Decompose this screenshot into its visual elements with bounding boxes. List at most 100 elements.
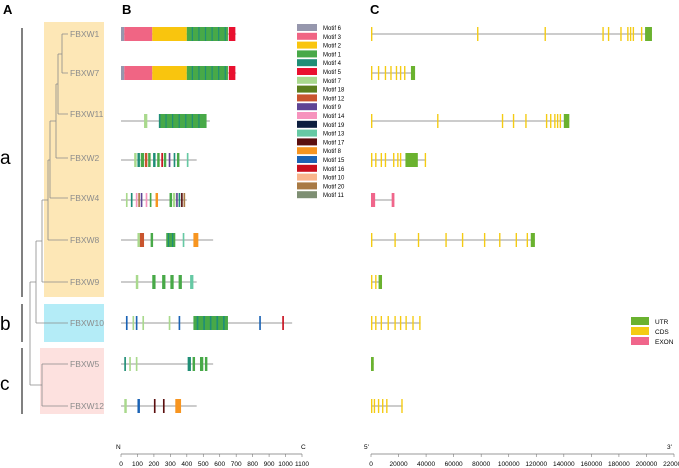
motif-block [124,357,126,371]
motif-block [198,114,200,128]
axis-tick-label: 40000 [417,461,435,468]
gene-feature [371,316,373,330]
gene-feature [404,66,406,80]
motif-block [204,357,208,371]
motif-block [168,153,171,167]
motif-block [138,193,140,207]
motif-block [137,153,140,167]
gene-feature [424,153,427,167]
motif-block [144,153,148,167]
gene-label: FBXW8 [70,235,100,245]
gene-feature [512,114,515,128]
gene-feature [375,316,377,330]
gene-feature [437,114,439,128]
motif-block [145,193,148,207]
gene-feature [563,114,570,128]
gene-label: FBXW12 [70,401,104,411]
gene-feature [559,114,562,128]
axis-tick-label: 700 [231,461,242,468]
gene-feature [607,27,610,41]
tree-branch [29,281,42,386]
motif-legend: Motif 6 Motif 3 Motif 2 Motif 1 Motif 4 Motif… [297,24,345,199]
structure-legend: UTR CDS EXON [631,317,674,346]
legend-label: Motif 15 [323,158,345,164]
legend-swatch [297,182,317,190]
legend-swatch [297,156,317,163]
legend-label: Motif 6 [323,26,342,32]
protein-motif-panel [121,27,293,413]
motif-block [172,114,174,128]
motif-block [161,153,163,167]
legend-label: CDS [655,329,669,336]
motif-block [182,233,185,247]
gene-label: FBXW7 [70,68,100,78]
gene-feature [640,27,643,41]
legend-label: Motif 19 [323,123,345,129]
gene-feature [380,153,383,167]
legend-label: Motif 17 [323,140,345,146]
gene-feature [645,27,652,41]
group-c-background [40,348,104,414]
motif-block [148,153,151,167]
motif-block [178,316,181,330]
motif-block [176,193,178,207]
legend-swatch [297,85,317,93]
gene-feature [620,27,622,41]
motif-block [282,316,284,330]
axis-tick-label: 120000 [525,461,547,468]
gene-feature [393,153,395,167]
motif-block [175,399,182,413]
motif-block [172,193,176,207]
motif-block [125,316,128,330]
motif-block [224,66,226,80]
motif-block [259,316,261,330]
legend-label: Motif 7 [323,79,342,85]
panel-label-c: C [370,2,380,17]
axis-start-label: 5' [364,444,369,451]
gene-feature [525,114,527,128]
gene-feature [394,316,396,330]
legend-label: Motif 11 [323,193,345,199]
motif-block [190,275,194,289]
gene-feature [412,316,414,330]
motif-block [196,316,199,330]
gene-feature [380,316,383,330]
gene-feature [371,66,373,80]
gene-feature [386,399,388,413]
motif-block [144,114,148,128]
legend-swatch [297,76,317,84]
gene-label: FBXW4 [70,193,100,203]
gene-feature [371,357,374,371]
axis-end-label: C [301,444,306,451]
axis-tick-label: 600 [214,461,225,468]
axis-tick-label: 100000 [498,461,520,468]
gene-feature [384,66,387,80]
motif-block [153,153,156,167]
axis-tick-label: 0 [369,461,373,468]
axis-tick-label: 140000 [553,461,575,468]
motif-block [181,193,183,207]
legend-swatch [297,120,317,128]
motif-block [178,275,182,289]
gene-feature [399,316,402,330]
legend-label: EXON [655,339,674,346]
gene-feature [371,275,373,289]
axis-tick-label: 1100 [295,461,309,468]
motif-block [186,27,228,41]
motif-block [218,66,220,80]
gene-feature [371,153,373,167]
gene-feature [627,27,629,41]
legend-swatch [631,337,649,345]
legend-swatch [297,112,317,119]
axis-tick-label: 60000 [445,461,463,468]
axis-tick-label: 300 [165,461,176,468]
tree-branch [61,33,68,74]
motif-block [137,399,140,413]
axis-start-label: N [116,444,121,451]
motif-block [142,316,145,330]
legend-label: Motif 4 [323,61,342,67]
legend-swatch [297,24,317,31]
motif-block [191,114,193,128]
motif-block [192,357,196,371]
legend-swatch [631,317,649,325]
